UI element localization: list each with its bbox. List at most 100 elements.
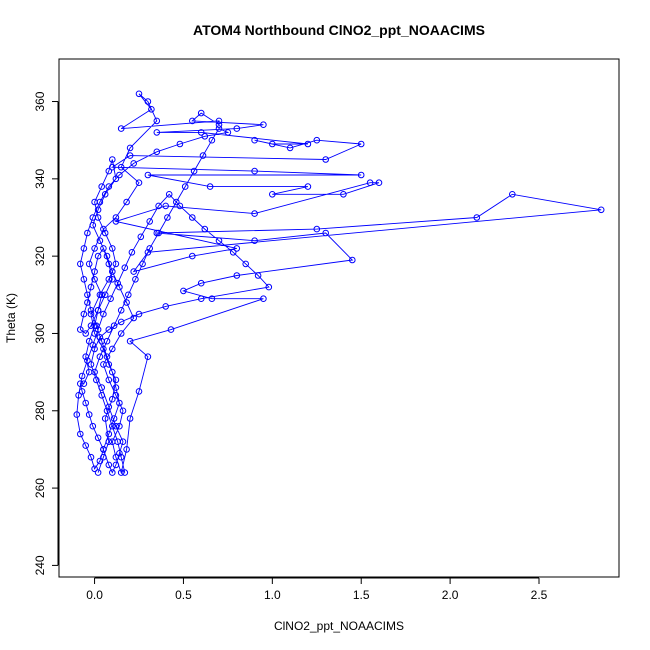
data-point — [139, 260, 146, 268]
data-point — [82, 353, 89, 361]
data-point — [85, 337, 93, 345]
data-point — [109, 276, 116, 283]
data-point — [87, 283, 95, 291]
data-point — [109, 268, 116, 275]
data-point — [87, 307, 95, 314]
series-line — [76, 93, 602, 475]
data-point — [105, 461, 113, 469]
data-point — [117, 330, 125, 337]
data-point — [80, 245, 88, 252]
x-tick-label: 2.0 — [442, 588, 459, 602]
data-point — [105, 326, 113, 333]
y-tick-label: 260 — [33, 478, 47, 498]
data-point — [93, 322, 100, 330]
data-point — [91, 245, 98, 252]
data-point — [117, 469, 125, 476]
data-point — [84, 291, 91, 299]
data-point — [78, 388, 86, 395]
data-point — [85, 260, 93, 268]
data-point — [251, 167, 258, 175]
data-point — [116, 422, 123, 430]
data-point — [105, 430, 113, 438]
data-point — [357, 140, 365, 148]
x-tick-label: 1.5 — [353, 588, 370, 602]
data-point — [233, 272, 241, 279]
data-point — [189, 252, 196, 260]
data-point — [85, 411, 93, 418]
data-point — [112, 214, 120, 221]
x-tick-label: 0.0 — [86, 588, 103, 602]
data-point — [119, 407, 127, 415]
data-point — [87, 310, 95, 318]
data-point — [100, 446, 107, 453]
data-point — [375, 179, 383, 186]
data-point — [101, 291, 109, 299]
data-point — [98, 384, 105, 391]
data-point — [473, 214, 481, 221]
data-point — [91, 345, 98, 353]
data-point — [128, 249, 136, 256]
data-point — [105, 376, 113, 384]
data-point — [190, 167, 198, 175]
data-point — [313, 225, 321, 233]
data-point — [82, 399, 89, 407]
data-point — [117, 453, 125, 461]
data-point — [94, 252, 102, 260]
data-point — [153, 229, 161, 237]
data-point — [103, 353, 111, 361]
data-point — [84, 229, 91, 237]
data-point — [126, 415, 134, 422]
y-tick-label: 340 — [33, 169, 47, 189]
data-point — [130, 160, 137, 167]
data-point — [144, 98, 152, 105]
data-point — [77, 326, 84, 333]
data-point — [91, 368, 98, 376]
plot-area-frame — [58, 58, 620, 578]
data-point — [105, 438, 113, 446]
data-point — [116, 171, 123, 179]
data-point — [208, 136, 216, 144]
x-axis-label: ClNO2_ppt_NOAACIMS — [274, 619, 404, 633]
data-point — [94, 307, 102, 314]
data-point — [80, 276, 88, 283]
data-point — [112, 461, 120, 469]
data-point — [110, 415, 118, 422]
data-point — [173, 198, 180, 206]
data-point — [101, 415, 109, 422]
data-point — [153, 129, 161, 136]
data-point — [215, 121, 223, 128]
data-point — [251, 136, 258, 144]
data-point — [77, 260, 84, 268]
data-point — [197, 129, 205, 136]
data-point — [165, 191, 173, 198]
data-point — [109, 245, 116, 252]
data-point — [130, 314, 137, 322]
x-tick-label: 2.5 — [531, 588, 548, 602]
data-point — [116, 399, 123, 407]
data-point — [189, 117, 196, 125]
data-point — [82, 442, 89, 449]
data-point — [260, 121, 267, 128]
data-point — [181, 183, 189, 190]
data-point — [197, 295, 205, 303]
data-point — [123, 446, 130, 453]
data-point — [597, 206, 605, 214]
data-point — [153, 148, 161, 156]
data-point — [229, 249, 237, 256]
data-point — [94, 206, 102, 214]
data-point — [201, 133, 209, 140]
data-point — [109, 422, 116, 430]
x-axis: 0.0 0.5 1.0 1.5 2.0 2.5 — [86, 577, 548, 602]
y-axis: 240 260 280 300 320 340 360 — [33, 91, 59, 575]
data-point — [189, 214, 196, 221]
data-point — [155, 202, 162, 210]
data-point — [109, 163, 116, 171]
series-layer — [73, 90, 605, 476]
data-point — [201, 225, 209, 233]
data-point — [112, 260, 120, 268]
data-point — [112, 422, 120, 430]
data-point — [94, 469, 102, 476]
data-point — [135, 90, 143, 98]
data-point — [135, 179, 143, 186]
data-point — [117, 125, 125, 132]
